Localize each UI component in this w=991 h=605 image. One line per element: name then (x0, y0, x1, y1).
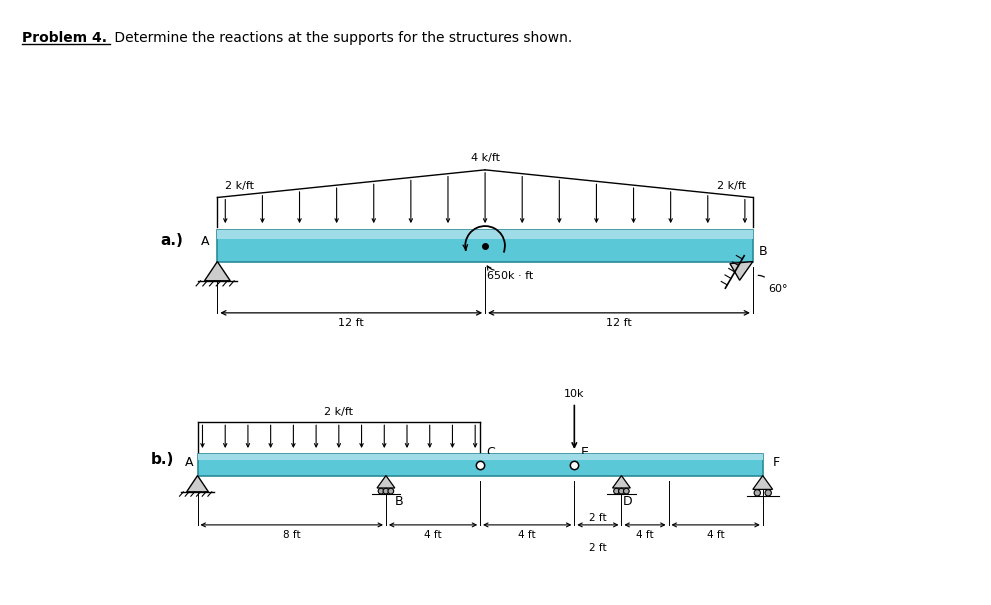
Circle shape (613, 488, 619, 494)
Text: E: E (581, 446, 588, 459)
Text: D: D (622, 495, 632, 508)
Polygon shape (730, 261, 753, 280)
Text: F: F (773, 456, 780, 469)
Text: 60°: 60° (769, 284, 788, 294)
Bar (217, 230, 753, 239)
Circle shape (379, 488, 384, 494)
Text: B: B (759, 245, 767, 258)
Text: B: B (394, 495, 403, 508)
Text: 2 k/ft: 2 k/ft (225, 180, 254, 191)
Circle shape (754, 489, 760, 496)
Circle shape (765, 489, 771, 496)
Text: 2 ft: 2 ft (589, 543, 606, 552)
Bar (197, 454, 763, 476)
Text: 2 ft: 2 ft (589, 513, 606, 523)
Circle shape (388, 488, 393, 494)
Text: 4 k/ft: 4 k/ft (471, 153, 499, 163)
Polygon shape (612, 476, 630, 488)
Bar (217, 230, 753, 261)
Text: A: A (200, 235, 209, 248)
Text: A: A (184, 456, 193, 469)
Text: 2 k/ft: 2 k/ft (324, 407, 354, 417)
Text: 4 ft: 4 ft (424, 530, 442, 540)
Polygon shape (377, 476, 394, 488)
Polygon shape (204, 261, 230, 281)
Polygon shape (753, 476, 773, 489)
Text: 4 ft: 4 ft (707, 530, 724, 540)
Text: 12 ft: 12 ft (338, 318, 364, 328)
Circle shape (623, 488, 629, 494)
Polygon shape (186, 476, 208, 492)
Circle shape (384, 488, 388, 494)
Text: C: C (486, 446, 495, 459)
Circle shape (618, 488, 624, 494)
Text: 650k · ft: 650k · ft (487, 272, 533, 281)
Text: b.): b.) (151, 453, 174, 467)
Text: 4 ft: 4 ft (518, 530, 536, 540)
Text: a.): a.) (161, 234, 183, 249)
Text: 8 ft: 8 ft (282, 530, 300, 540)
Text: 4 ft: 4 ft (636, 530, 654, 540)
Text: Problem 4.: Problem 4. (22, 31, 107, 45)
Text: 12 ft: 12 ft (606, 318, 632, 328)
Bar (197, 454, 763, 460)
Text: Determine the reactions at the supports for the structures shown.: Determine the reactions at the supports … (110, 31, 573, 45)
Text: 10k: 10k (564, 388, 585, 399)
Text: 2 k/ft: 2 k/ft (716, 180, 745, 191)
